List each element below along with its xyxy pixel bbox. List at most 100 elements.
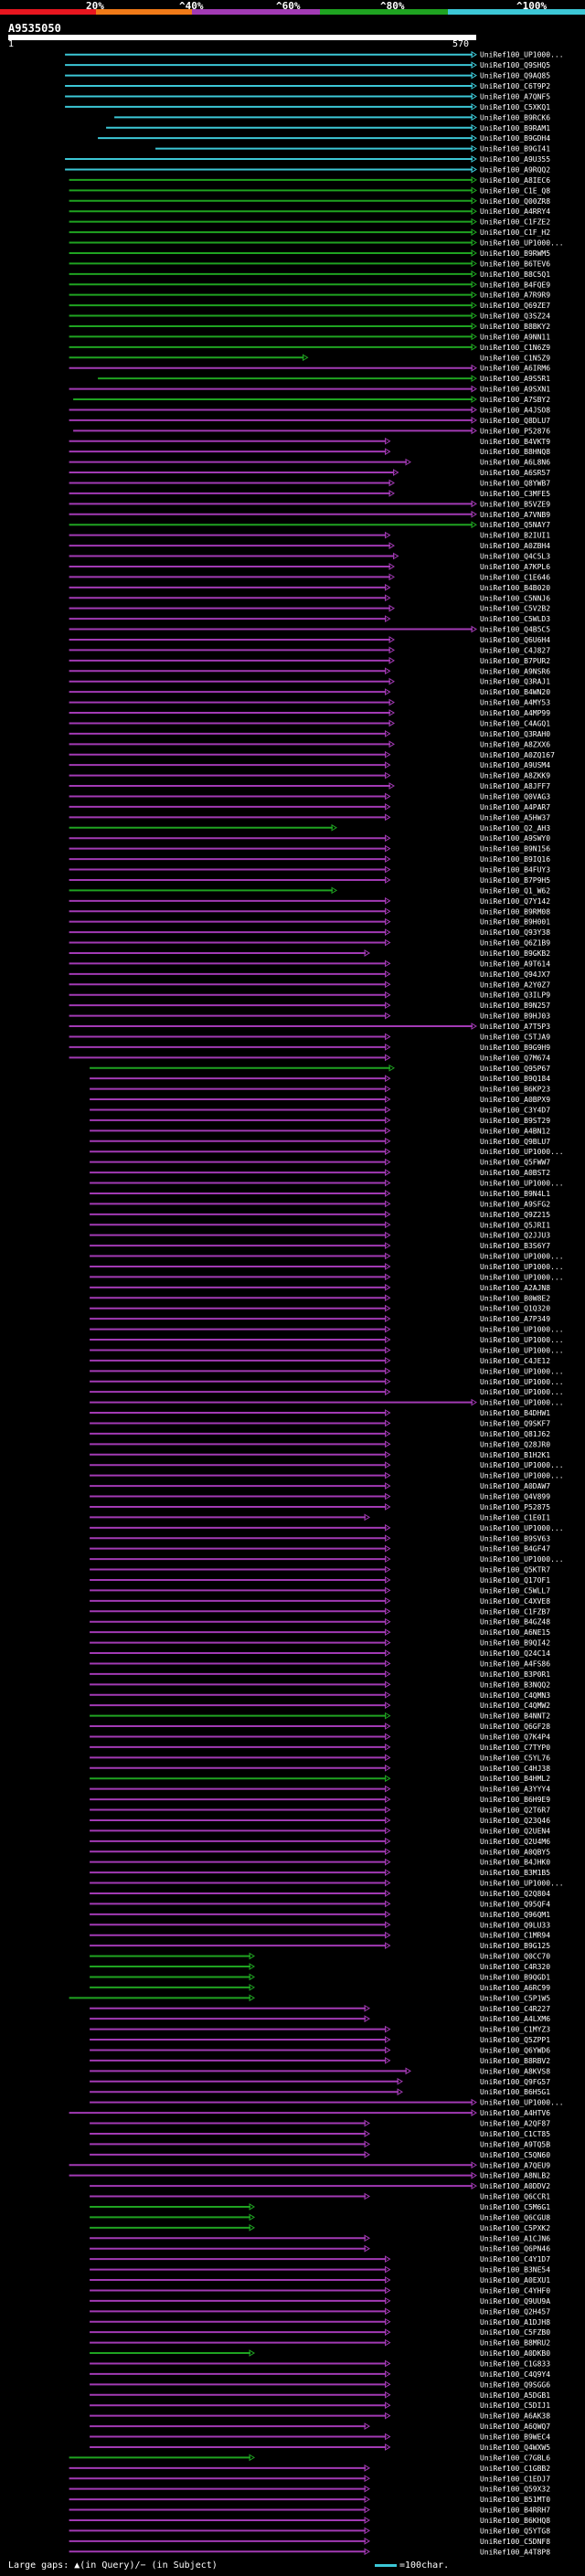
hit-label[interactable]: UniRef100_A0BST2	[480, 1169, 550, 1177]
hit-label[interactable]: UniRef100_B8BKY2	[480, 323, 550, 331]
hit-label[interactable]: UniRef100_B9QGD1	[480, 1973, 550, 1981]
hit-label[interactable]: UniRef100_A6IRM6	[480, 365, 550, 373]
hit-label[interactable]: UniRef100_A7KPL6	[480, 563, 550, 571]
hit-label[interactable]: UniRef100_Q28JR0	[480, 1440, 550, 1448]
hit-label[interactable]: UniRef100_B9RM08	[480, 907, 550, 916]
hit-label[interactable]: UniRef100_UP1000...	[480, 1253, 564, 1261]
hit-label[interactable]: UniRef100_A4MY53	[480, 699, 550, 707]
hit-label[interactable]: UniRef100_B8HNQ8	[480, 448, 550, 456]
hit-label[interactable]: UniRef100_C5P1W5	[480, 1994, 550, 2002]
hit-label[interactable]: UniRef100_B4NNT2	[480, 1712, 550, 1721]
hit-label[interactable]: UniRef100_A2QF87	[480, 2120, 550, 2128]
hit-label[interactable]: UniRef100_Q6CGU8	[480, 2213, 550, 2221]
hit-label[interactable]: UniRef100_Q3SZ24	[480, 313, 550, 321]
hit-label[interactable]: UniRef100_C4JE12	[480, 1357, 550, 1365]
hit-label[interactable]: UniRef100_Q24C14	[480, 1649, 550, 1658]
hit-label[interactable]: UniRef100_C4QMW2	[480, 1701, 550, 1710]
hit-label[interactable]: UniRef100_Q2_AH3	[480, 824, 550, 832]
hit-label[interactable]: UniRef100_Q2H457	[480, 2307, 550, 2316]
hit-label[interactable]: UniRef100_B9WEC4	[480, 2433, 550, 2442]
hit-label[interactable]: UniRef100_Q4WXW5	[480, 2443, 550, 2452]
hit-label[interactable]: UniRef100_B9GI41	[480, 145, 550, 154]
hit-label[interactable]: UniRef100_C6T9P2	[480, 82, 550, 90]
hit-label[interactable]: UniRef100_Q3RAJ1	[480, 678, 550, 686]
hit-label[interactable]: UniRef100_UP1000...	[480, 1263, 564, 1271]
hit-label[interactable]: UniRef100_B9N4L1	[480, 1190, 550, 1198]
hit-label[interactable]: UniRef100_UP1000...	[480, 1180, 564, 1188]
hit-label[interactable]: UniRef100_B4WN20	[480, 688, 550, 696]
hit-label[interactable]: UniRef100_B8RBV2	[480, 2057, 550, 2065]
hit-label[interactable]: UniRef100_C4AGQ1	[480, 719, 550, 727]
hit-label[interactable]: UniRef100_A0BPX9	[480, 1096, 550, 1104]
hit-label[interactable]: UniRef100_A8NLB2	[480, 2172, 550, 2180]
hit-label[interactable]: UniRef100_A6NE15	[480, 1628, 550, 1637]
hit-label[interactable]: UniRef100_B4GZ48	[480, 1618, 550, 1627]
hit-label[interactable]: UniRef100_C1N5Z9	[480, 354, 550, 362]
hit-label[interactable]: UniRef100_A7P349	[480, 1315, 550, 1323]
hit-label[interactable]: UniRef100_C5WLD3	[480, 615, 550, 623]
hit-label[interactable]: UniRef100_UP1000...	[480, 51, 564, 59]
hit-label[interactable]: UniRef100_Q4B5C5	[480, 626, 550, 634]
hit-label[interactable]: UniRef100_Q2UEN4	[480, 1827, 550, 1835]
hit-label[interactable]: UniRef100_Q4C5L3	[480, 553, 550, 561]
hit-label[interactable]: UniRef100_C1E0I1	[480, 1513, 550, 1521]
hit-label[interactable]: UniRef100_A9RQQ2	[480, 165, 550, 174]
hit-label[interactable]: UniRef100_UP1000...	[480, 2099, 564, 2107]
hit-label[interactable]: UniRef100_Q4V899	[480, 1493, 550, 1501]
hit-label[interactable]: UniRef100_C5YL76	[480, 1754, 550, 1762]
hit-label[interactable]: UniRef100_UP1000...	[480, 239, 564, 248]
hit-label[interactable]: UniRef100_B6KHQ8	[480, 2517, 550, 2525]
hit-label[interactable]: UniRef100_UP1000...	[480, 1388, 564, 1396]
hit-label[interactable]: UniRef100_B51MT0	[480, 2496, 550, 2504]
hit-label[interactable]: UniRef100_C3Y4D7	[480, 1106, 550, 1114]
hit-label[interactable]: UniRef100_Q2T6R7	[480, 1807, 550, 1815]
hit-label[interactable]: UniRef100_P52876	[480, 427, 550, 435]
hit-label[interactable]: UniRef100_Q9UU9A	[480, 2297, 550, 2306]
hit-label[interactable]: UniRef100_C1FZE2	[480, 218, 550, 227]
hit-label[interactable]: UniRef100_C5NNJ6	[480, 594, 550, 602]
hit-label[interactable]: UniRef100_C3MFE5	[480, 490, 550, 498]
hit-label[interactable]: UniRef100_B4FQE9	[480, 281, 550, 289]
hit-label[interactable]: UniRef100_Q2JJU3	[480, 1232, 550, 1240]
hit-label[interactable]: UniRef100_C5FZB0	[480, 2328, 550, 2337]
hit-label[interactable]: UniRef100_A0DDV2	[480, 2182, 550, 2190]
hit-label[interactable]: UniRef100_B9HJ03	[480, 1012, 550, 1021]
hit-label[interactable]: UniRef100_C1GBB2	[480, 2465, 550, 2473]
hit-label[interactable]: UniRef100_B9RWM5	[480, 249, 550, 258]
hit-label[interactable]: UniRef100_A8ZKK9	[480, 772, 550, 780]
hit-label[interactable]: UniRef100_Q2U4M6	[480, 1838, 550, 1846]
hit-label[interactable]: UniRef100_A8ZXX6	[480, 740, 550, 748]
hit-label[interactable]: UniRef100_Q3RAH0	[480, 730, 550, 738]
hit-label[interactable]: UniRef100_A4JSO8	[480, 406, 550, 414]
hit-label[interactable]: UniRef100_Q8DLU7	[480, 417, 550, 425]
hit-label[interactable]: UniRef100_A7VNB9	[480, 511, 550, 519]
hit-label[interactable]: UniRef100_A9SXN1	[480, 386, 550, 394]
hit-label[interactable]: UniRef100_Q8YWB7	[480, 479, 550, 487]
hit-label[interactable]: UniRef100_A5HW37	[480, 813, 550, 822]
hit-label[interactable]: UniRef100_UP1000...	[480, 1273, 564, 1281]
hit-label[interactable]: UniRef100_A2Y0Z7	[480, 981, 550, 989]
hit-label[interactable]: UniRef100_C1EDJ7	[480, 2475, 550, 2483]
hit-label[interactable]: UniRef100_Q9AQ85	[480, 72, 550, 80]
hit-label[interactable]: UniRef100_C4QMN3	[480, 1691, 550, 1700]
hit-label[interactable]: UniRef100_Q17OF1	[480, 1576, 550, 1585]
hit-label[interactable]: UniRef100_B4FUY3	[480, 866, 550, 875]
hit-label[interactable]: UniRef100_Q5NAY7	[480, 521, 550, 529]
hit-label[interactable]: UniRef100_Q9LU33	[480, 1921, 550, 1929]
hit-label[interactable]: UniRef100_Q3ILP9	[480, 991, 550, 1000]
hit-label[interactable]: UniRef100_A9U355	[480, 155, 550, 164]
hit-label[interactable]: UniRef100_A9S5R1	[480, 375, 550, 383]
hit-label[interactable]: UniRef100_C1MYZ3	[480, 2026, 550, 2034]
hit-label[interactable]: UniRef100_B9RCK6	[480, 113, 550, 122]
hit-label[interactable]: UniRef100_Q23Q46	[480, 1817, 550, 1825]
hit-label[interactable]: UniRef100_C1E_Q8	[480, 186, 550, 195]
hit-label[interactable]: UniRef100_A6SR57	[480, 469, 550, 477]
hit-label[interactable]: UniRef100_A6QWQ7	[480, 2422, 550, 2431]
hit-label[interactable]: UniRef100_P52875	[480, 1503, 550, 1511]
hit-label[interactable]: UniRef100_C4Q9Y4	[480, 2370, 550, 2379]
hit-label[interactable]: UniRef100_Q1_W62	[480, 886, 550, 895]
hit-label[interactable]: UniRef100_A7SBY2	[480, 396, 550, 404]
hit-label[interactable]: UniRef100_A0ZBH4	[480, 542, 550, 550]
hit-label[interactable]: UniRef100_A4BN12	[480, 1127, 550, 1135]
hit-label[interactable]: UniRef100_UP1000...	[480, 1326, 564, 1334]
